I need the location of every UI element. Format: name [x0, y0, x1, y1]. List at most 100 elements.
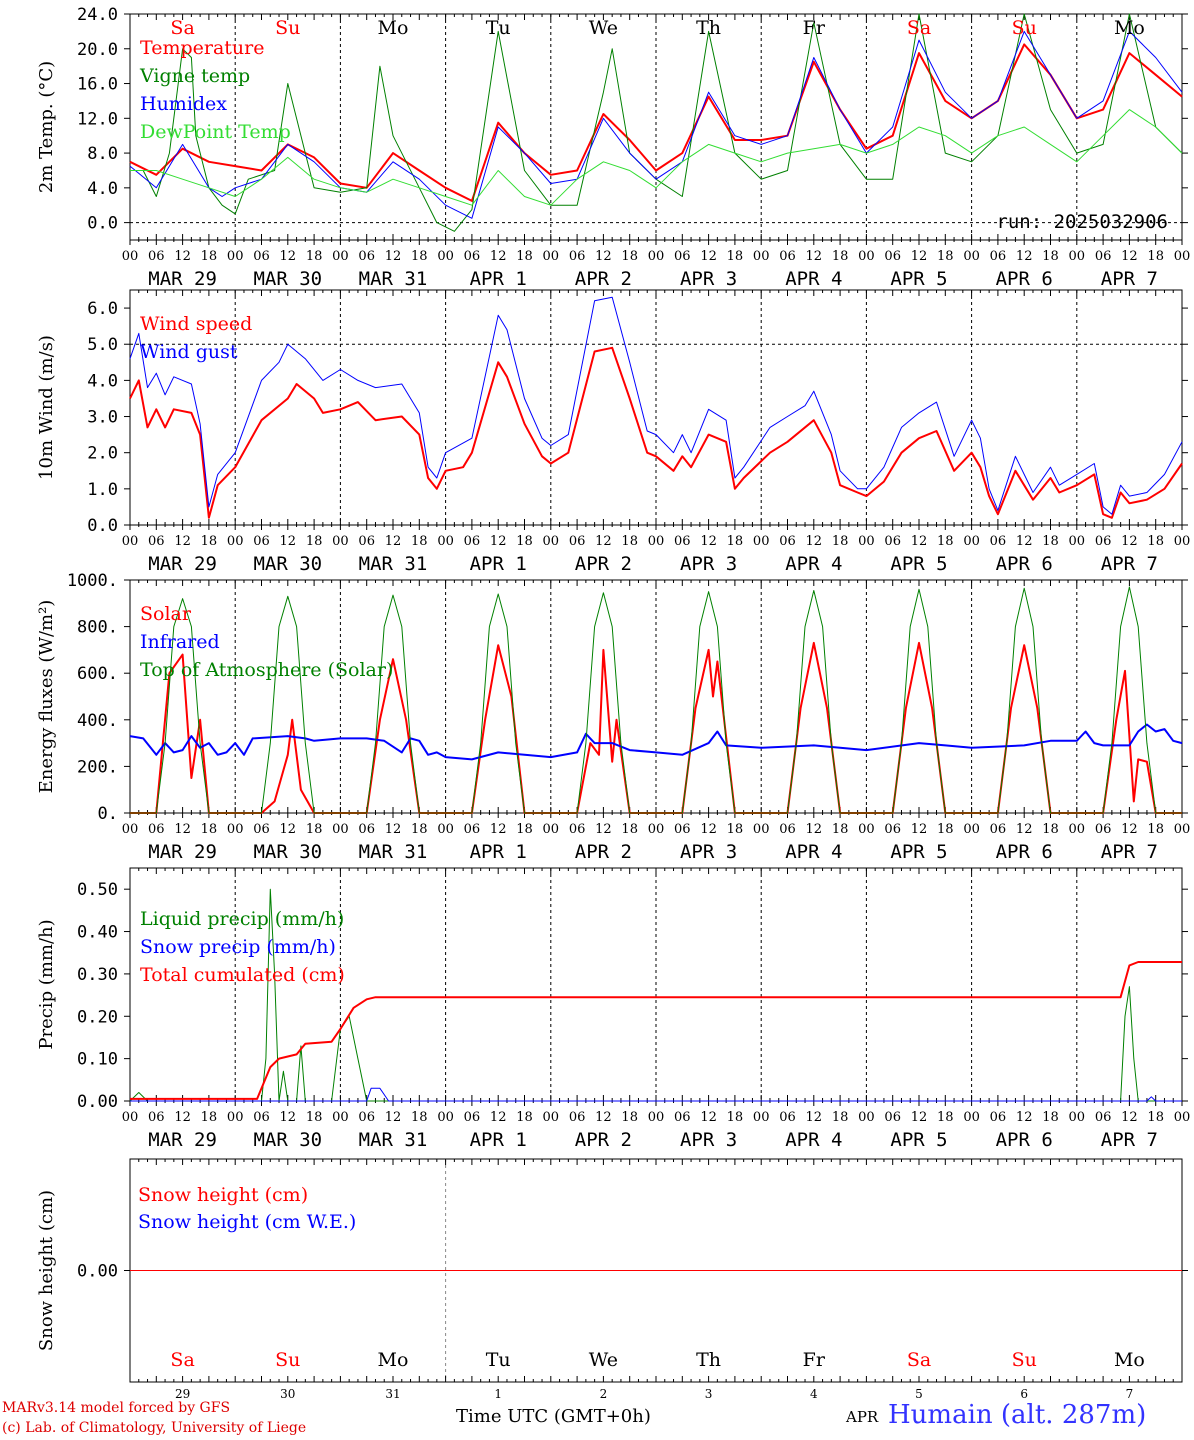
- wind-hour-label: 06: [253, 534, 270, 549]
- temperature-date-label: APR 6: [996, 268, 1053, 290]
- temperature-ytick-label: 8.0: [87, 144, 118, 164]
- temperature-date-label: MAR 29: [148, 268, 217, 290]
- temperature-hour-label: 12: [595, 249, 612, 264]
- temperature-hour-label: 06: [779, 249, 796, 264]
- station-name: Humain (alt. 287m): [888, 1400, 1147, 1430]
- temperature-hour-label: 00: [858, 249, 875, 264]
- day-number-label: 3: [705, 1387, 713, 1401]
- temperature-ytick-label: 16.0: [77, 75, 118, 95]
- energy-hour-label: 06: [253, 822, 270, 837]
- energy-hour-label: 00: [858, 822, 875, 837]
- temperature-hour-label: 12: [700, 249, 717, 264]
- temperature-legend-entry: Humidex: [140, 93, 227, 115]
- precip-series-line: [130, 1087, 1182, 1102]
- precip-hour-label: 12: [806, 1110, 823, 1125]
- temperature-hour-label: 18: [201, 249, 218, 264]
- wind-date-label: MAR 29: [148, 553, 217, 575]
- precip-hour-label: 12: [490, 1110, 507, 1125]
- energy-date-label: APR 7: [1101, 841, 1158, 863]
- precip-hour-label: 18: [727, 1110, 744, 1125]
- energy-hour-label: 12: [595, 822, 612, 837]
- energy-hour-label: 12: [1121, 822, 1138, 837]
- wind-hour-label: 06: [990, 534, 1007, 549]
- energy-date-label: APR 5: [890, 841, 947, 863]
- energy-hour-label: 00: [1069, 822, 1086, 837]
- temperature-date-label: APR 7: [1101, 268, 1158, 290]
- wind-hour-label: 18: [306, 534, 323, 549]
- wind-hour-label: 12: [806, 534, 823, 549]
- temperature-legend-entry: Temperature: [140, 37, 264, 59]
- precip-hour-label: 06: [674, 1110, 691, 1125]
- precip-hour-label: 00: [648, 1110, 665, 1125]
- energy-date-label: MAR 31: [359, 841, 428, 863]
- wind-ytick-label: 5.0: [87, 335, 118, 355]
- wind-hour-label: 12: [595, 534, 612, 549]
- temperature-legend-entry: DewPoint Temp: [140, 121, 291, 143]
- precip-hour-label: 06: [990, 1110, 1007, 1125]
- wind-date-label: APR 1: [470, 553, 527, 575]
- energy-hour-label: 18: [727, 822, 744, 837]
- wind-legend-entry: Wind gust: [140, 341, 238, 363]
- precip-ytick-label: 0.40: [77, 923, 118, 943]
- precip-hour-label: 00: [437, 1110, 454, 1125]
- temperature-hour-label: 06: [569, 249, 586, 264]
- weekday-label-top: Sa: [170, 17, 194, 39]
- temperature-hour-label: 12: [806, 249, 823, 264]
- snow-legend-entry: Snow height (cm W.E.): [138, 1211, 356, 1233]
- wind-hour-label: 06: [148, 534, 165, 549]
- wind-hour-label: 00: [963, 534, 980, 549]
- energy-ylabel: Energy fluxes (W/m²): [36, 600, 57, 794]
- wind-hour-label: 12: [911, 534, 928, 549]
- temperature-date-label: APR 3: [680, 268, 737, 290]
- weekday-label-bottom: Mo: [378, 1349, 409, 1371]
- weekday-label-top: Su: [1012, 17, 1037, 39]
- energy-hour-label: 12: [490, 822, 507, 837]
- energy-date-label: APR 6: [996, 841, 1053, 863]
- energy-hour-label: 12: [806, 822, 823, 837]
- temperature-date-label: APR 4: [785, 268, 842, 290]
- precip-hour-label: 00: [963, 1110, 980, 1125]
- energy-ytick-label: 400.: [77, 711, 118, 731]
- energy-hour-label: 00: [227, 822, 244, 837]
- temperature-hour-label: 18: [727, 249, 744, 264]
- month-label: APR: [846, 1408, 879, 1426]
- temperature-hour-label: 00: [753, 249, 770, 264]
- precip-hour-label: 06: [464, 1110, 481, 1125]
- wind-ylabel: 10m Wind (m/s): [36, 335, 57, 480]
- temperature-hour-label: 06: [1095, 249, 1112, 264]
- temperature-series-line: [129, 30, 1183, 219]
- energy-hour-label: 06: [990, 822, 1007, 837]
- wind-hour-label: 06: [358, 534, 375, 549]
- precip-hour-label: 18: [516, 1110, 533, 1125]
- precip-hour-label: 06: [358, 1110, 375, 1125]
- temperature-hour-label: 18: [621, 249, 638, 264]
- day-number-label: 2: [600, 1387, 608, 1401]
- energy-ytick-label: 1000.: [67, 571, 118, 591]
- energy-date-label: MAR 29: [148, 841, 217, 863]
- precip-ylabel: Precip (mm/h): [36, 919, 57, 1049]
- precip-date-label: APR 3: [680, 1129, 737, 1151]
- energy-hour-label: 18: [411, 822, 428, 837]
- energy-hour-label: 06: [779, 822, 796, 837]
- energy-hour-label: 18: [1147, 822, 1164, 837]
- temperature-legend-entry: Vigne temp: [139, 65, 250, 87]
- weekday-label-bottom: Tu: [486, 1349, 511, 1371]
- day-number-label: 1: [494, 1387, 502, 1401]
- day-number-label: 4: [810, 1387, 818, 1401]
- precip-hour-label: 18: [201, 1110, 218, 1125]
- temperature-hour-label: 00: [1174, 249, 1191, 264]
- precip-hour-label: 18: [1042, 1110, 1059, 1125]
- time-axis-label: Time UTC (GMT+0h): [456, 1406, 651, 1427]
- wind-hour-label: 18: [411, 534, 428, 549]
- energy-date-label: MAR 30: [253, 841, 322, 863]
- precip-legend-entry: Liquid precip (mm/h): [140, 908, 344, 930]
- precip-legend-entry: Snow precip (mm/h): [140, 936, 336, 958]
- temperature-series-line: [130, 109, 1183, 206]
- temperature-hour-label: 00: [332, 249, 349, 264]
- temperature-ytick-label: 12.0: [77, 109, 118, 129]
- precip-hour-label: 12: [385, 1110, 402, 1125]
- wind-hour-label: 06: [674, 534, 691, 549]
- weekday-label-bottom: Sa: [170, 1349, 194, 1371]
- temperature-hour-label: 18: [937, 249, 954, 264]
- wind-date-label: APR 6: [996, 553, 1053, 575]
